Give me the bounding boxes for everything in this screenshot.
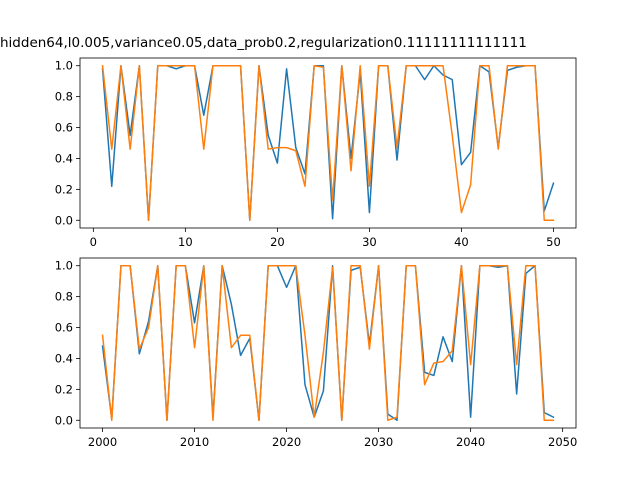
- axes-frame: [79, 257, 577, 429]
- y-tick-label: 0.6: [55, 321, 73, 335]
- x-tick-label: 50: [546, 235, 561, 249]
- series-line-orange: [101, 64, 555, 222]
- x-tick-label: 2040: [456, 435, 485, 449]
- y-tick-label: 0.0: [55, 413, 73, 427]
- x-tick-label: 40: [454, 235, 469, 249]
- top-subplot: 0 10 20 30 40 50 0.0 0.2 0.4 0.6 0.8 1.0: [55, 57, 577, 249]
- x-tick-label: 2050: [548, 435, 577, 449]
- x-tick-label: 2030: [364, 435, 393, 449]
- x-tick-label: 0: [90, 235, 97, 249]
- series-line-orange: [101, 264, 555, 422]
- y-tick-label: 1.0: [55, 259, 73, 273]
- y-tick-label: 0.8: [55, 90, 73, 104]
- axes-frame: [79, 57, 577, 229]
- y-tick-label: 0.4: [55, 351, 73, 365]
- x-tick-label: 10: [178, 235, 193, 249]
- y-tick-label: 1.0: [55, 59, 73, 73]
- x-tick-label: 2000: [88, 435, 117, 449]
- bottom-subplot: 2000 2010 2020 2030 2040 2050 0.0 0.2 0.4 0.6 0.8 1…: [55, 257, 577, 449]
- figure-suptitle: hidden64,l0.005,variance0.05,data_prob0.…: [0, 35, 527, 51]
- y-tick-label: 0.8: [55, 290, 73, 304]
- y-tick-label: 0.2: [55, 382, 73, 396]
- y-tick-label: 0.0: [55, 213, 73, 227]
- y-tick-label: 0.6: [55, 121, 73, 135]
- x-tick-label: 30: [362, 235, 377, 249]
- y-tick-label: 0.2: [55, 182, 73, 196]
- x-tick-label: 2020: [272, 435, 301, 449]
- x-tick-label: 2010: [180, 435, 209, 449]
- x-tick-label: 20: [270, 235, 285, 249]
- y-tick-label: 0.4: [55, 151, 73, 165]
